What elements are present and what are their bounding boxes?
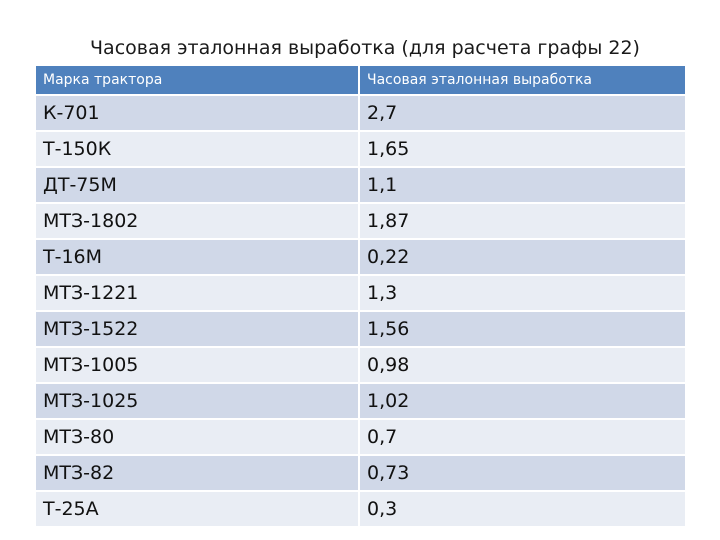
hourly-output-cell: 2,7 [359, 94, 685, 131]
column-header-tractor-brand: Марка трактора [36, 66, 360, 95]
table-header-row: Марка трактора Часовая эталонная выработ… [36, 66, 685, 95]
table-row: Т-16М 0,22 [36, 238, 685, 275]
table-row: МТЗ-80 0,7 [36, 418, 685, 455]
table-row: К-701 2,7 [36, 94, 685, 131]
hourly-output-cell: 1,65 [359, 130, 685, 167]
hourly-output-cell: 1,3 [359, 274, 685, 311]
tractor-brand-cell: Т-150К [36, 130, 360, 167]
hourly-output-cell: 0,3 [359, 490, 685, 526]
tractor-brand-cell: МТЗ-1221 [36, 274, 360, 311]
table-row: МТЗ-82 0,73 [36, 454, 685, 491]
tractor-brand-cell: ДТ-75М [36, 166, 360, 203]
table-row: МТЗ-1802 1,87 [36, 202, 685, 239]
tractor-output-table: Марка трактора Часовая эталонная выработ… [36, 66, 685, 526]
table-row: МТЗ-1522 1,56 [36, 310, 685, 347]
hourly-output-cell: 0,73 [359, 454, 685, 491]
tractor-brand-cell: МТЗ-80 [36, 418, 360, 455]
table-row: Т-25А 0,3 [36, 490, 685, 526]
tractor-brand-cell: МТЗ-1005 [36, 346, 360, 383]
tractor-brand-cell: Т-25А [36, 490, 360, 526]
table-row: МТЗ-1025 1,02 [36, 382, 685, 419]
hourly-output-cell: 1,87 [359, 202, 685, 239]
tractor-brand-cell: МТЗ-1802 [36, 202, 360, 239]
tractor-brand-cell: К-701 [36, 94, 360, 131]
table-row: ДТ-75М 1,1 [36, 166, 685, 203]
hourly-output-cell: 0,7 [359, 418, 685, 455]
hourly-output-cell: 0,22 [359, 238, 685, 275]
hourly-output-cell: 1,02 [359, 382, 685, 419]
hourly-output-cell: 0,98 [359, 346, 685, 383]
table-row: Т-150К 1,65 [36, 130, 685, 167]
hourly-output-cell: 1,1 [359, 166, 685, 203]
tractor-brand-cell: Т-16М [36, 238, 360, 275]
table-row: МТЗ-1005 0,98 [36, 346, 685, 383]
page-title: Часовая эталонная выработка (для расчета… [90, 37, 640, 59]
hourly-output-cell: 1,56 [359, 310, 685, 347]
tractor-brand-cell: МТЗ-1025 [36, 382, 360, 419]
table-row: МТЗ-1221 1,3 [36, 274, 685, 311]
tractor-brand-cell: МТЗ-1522 [36, 310, 360, 347]
tractor-brand-cell: МТЗ-82 [36, 454, 360, 491]
column-header-hourly-output: Часовая эталонная выработка [359, 66, 685, 95]
